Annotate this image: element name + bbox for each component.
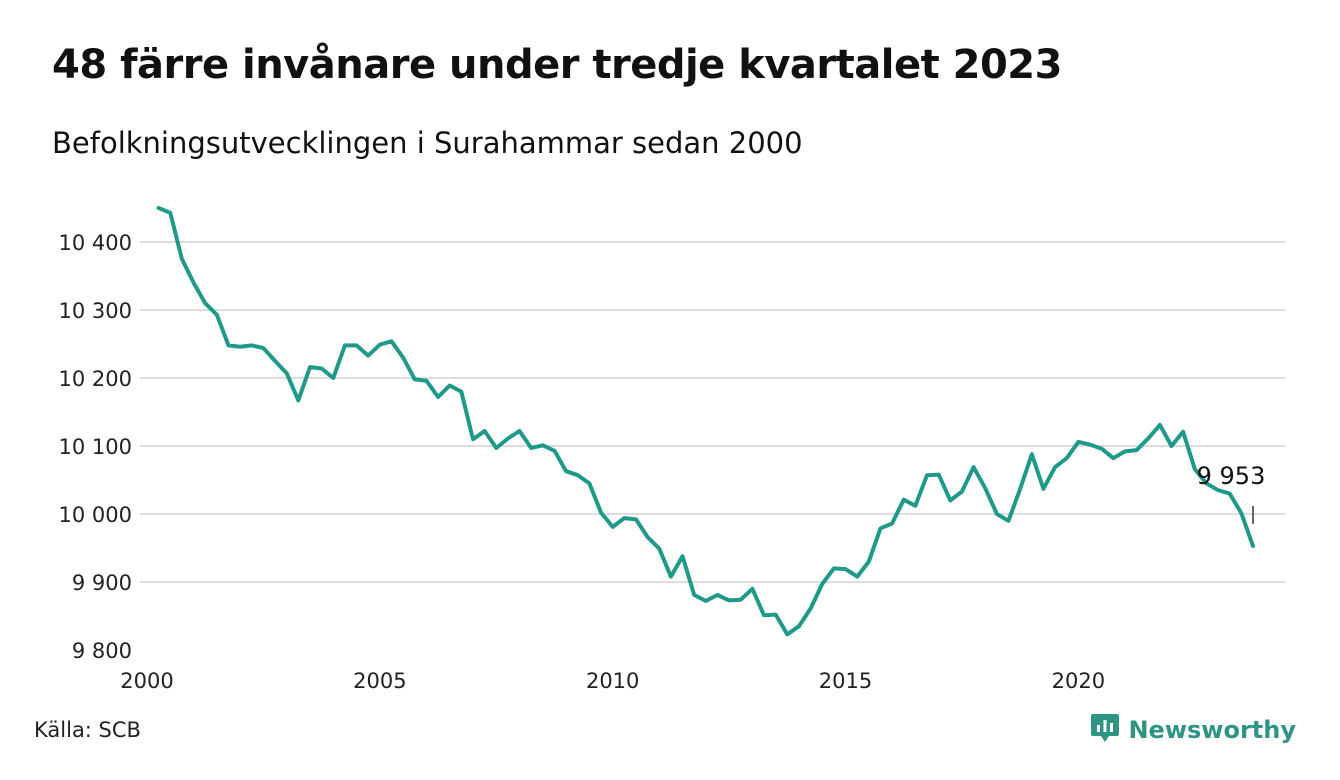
brand-name: Newsworthy (1128, 716, 1296, 744)
newsworthy-logo-icon (1090, 712, 1120, 748)
x-tick-label: 2010 (586, 669, 639, 693)
line-chart: 9 800 9 900 10 000 10 100 10 200 10 300 10 400… (59, 206, 1286, 693)
y-tick-label: 10 000 (59, 503, 132, 527)
last-value-label: 9 953 (1197, 462, 1266, 490)
y-tick-label: 10 100 (59, 435, 132, 459)
y-tick-label: 10 400 (59, 231, 132, 255)
x-tick-label: 2005 (353, 669, 406, 693)
chart-title: 48 färre invånare under tredje kvartalet… (52, 42, 1062, 88)
x-tick-label: 2015 (819, 669, 872, 693)
chart-subtitle: Befolkningsutvecklingen i Surahammar sed… (52, 126, 803, 160)
source-note: Källa: SCB (34, 718, 141, 742)
y-tick-label: 9 800 (72, 639, 132, 663)
y-tick-label: 9 900 (72, 571, 132, 595)
x-axis-ticks: 2000 2005 2010 2015 2020 (120, 669, 1105, 693)
gridlines (140, 241, 1286, 583)
x-tick-label: 2020 (1052, 669, 1105, 693)
y-tick-label: 10 300 (59, 299, 132, 323)
x-tick-label: 2000 (120, 669, 173, 693)
population-line (156, 206, 1255, 637)
y-tick-label: 10 200 (59, 367, 132, 391)
y-axis-ticks: 9 800 9 900 10 000 10 100 10 200 10 300 10 400 (59, 231, 132, 663)
brand[interactable]: Newsworthy (1090, 712, 1296, 748)
